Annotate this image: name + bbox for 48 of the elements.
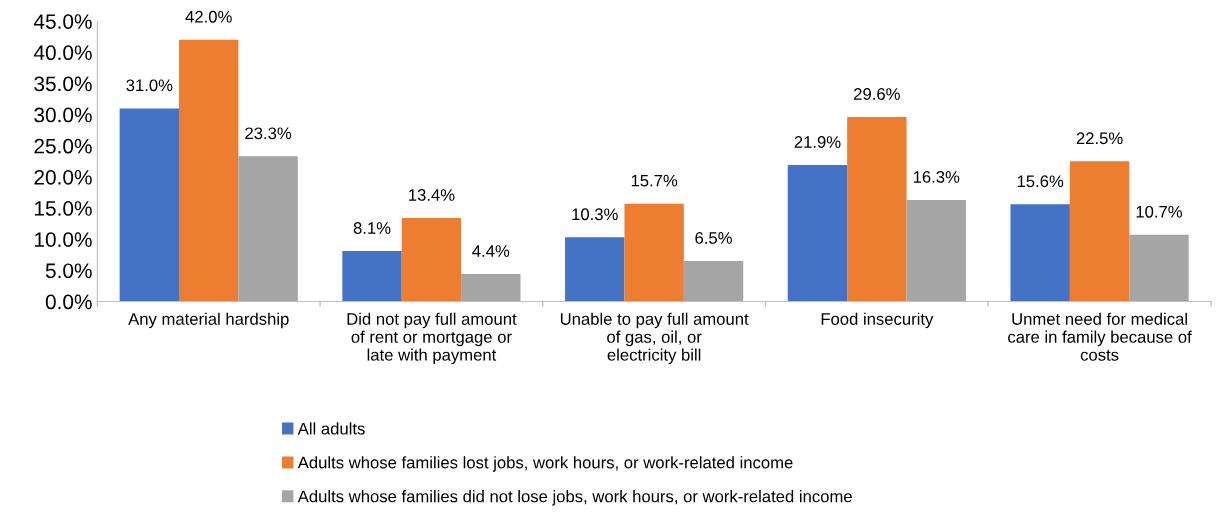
x-tick-label: Food insecurity — [821, 312, 934, 329]
bar — [1129, 234, 1189, 302]
bar — [461, 274, 521, 302]
data-label: 10.3% — [572, 208, 618, 221]
bar — [624, 203, 684, 302]
x-tick-label: Did not pay full amount of rent or mortgage or late with payment — [347, 312, 517, 365]
legend-label: All adults — [297, 422, 365, 435]
data-label: 6.5% — [695, 232, 732, 244]
data-label: 15.7% — [631, 174, 678, 187]
y-tick-label: 40.0% — [33, 45, 92, 61]
x-tick-label: Any material hardship — [128, 312, 289, 329]
y-tick-label: 5.0% — [45, 263, 92, 279]
data-label: 31.0% — [126, 79, 173, 92]
data-label: 29.6% — [854, 88, 900, 100]
data-label: 22.5% — [1076, 132, 1123, 145]
y-tick-label: 45.0% — [33, 14, 92, 29]
data-label: 16.3% — [913, 170, 960, 183]
x-tick-label: Unable to pay full amount of gas, oil, or electricity bill — [560, 312, 749, 365]
bar — [1069, 161, 1130, 302]
y-tick-label: 25.0% — [34, 138, 92, 154]
legend-label: Adults whose families lost jobs, work hours, or work-related income — [297, 456, 793, 472]
y-tick-label: 0.0% — [45, 294, 92, 310]
bar — [179, 39, 239, 302]
bar — [787, 165, 848, 302]
bar — [565, 237, 625, 302]
bar — [1010, 204, 1070, 302]
y-tick-label: 30.0% — [34, 107, 92, 123]
data-label: 10.7% — [1136, 205, 1182, 218]
bar — [401, 218, 462, 302]
data-label: 21.9% — [794, 136, 841, 148]
bar — [119, 108, 180, 302]
y-tick-label: 35.0% — [34, 76, 92, 92]
y-tick-label: 10.0% — [35, 232, 92, 247]
data-label: 42.0% — [185, 10, 232, 23]
data-label: 8.1% — [353, 222, 391, 234]
bar — [342, 251, 402, 302]
y-tick-label: 15.0% — [35, 201, 92, 216]
y-tick-label: 20.0% — [34, 169, 92, 185]
bar — [906, 199, 966, 302]
data-label: 15.6% — [1017, 175, 1064, 188]
bar — [238, 156, 298, 302]
bar — [683, 261, 744, 302]
bar — [847, 117, 907, 302]
data-label: 13.4% — [409, 189, 455, 201]
data-label: 4.4% — [472, 245, 510, 257]
data-label: 23.3% — [245, 127, 292, 140]
legend-label: Adults whose families did not lose jobs, work hours, or work-related income — [297, 490, 852, 506]
x-tick-label: Unmet need for medical care in family because of costs — [1008, 312, 1192, 361]
